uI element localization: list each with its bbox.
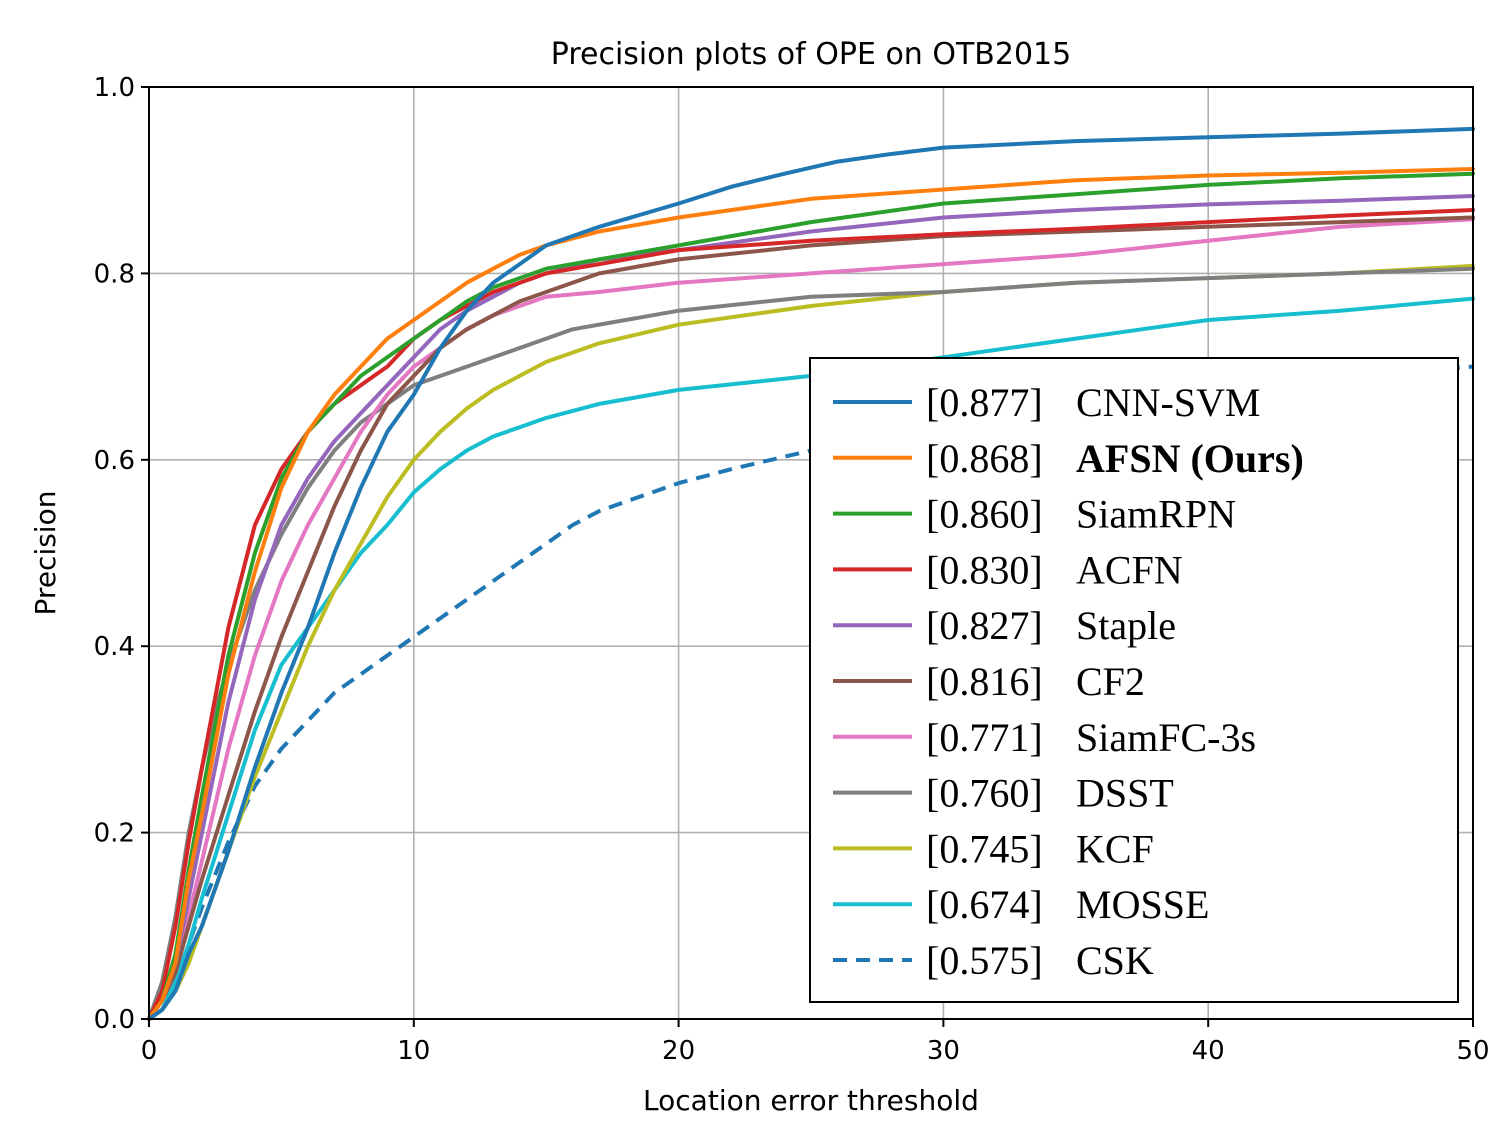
series-line-cnn-svm xyxy=(147,126,1475,1021)
x-tick-label: 30 xyxy=(927,1036,960,1066)
legend-score: [0.760] xyxy=(926,771,1043,816)
y-tick-label: 1.0 xyxy=(94,73,135,103)
legend-item-siamfc-3s: [0.771] SiamFC-3s xyxy=(833,715,1256,760)
legend-item-csk: [0.575] CSK xyxy=(833,938,1154,983)
y-tick-label: 0.2 xyxy=(94,819,135,849)
legend-label: Staple xyxy=(1076,603,1176,648)
y-tick-label: 0.8 xyxy=(94,259,135,289)
y-axis-label: Precision xyxy=(29,491,62,616)
legend-score: [0.745] xyxy=(926,826,1043,871)
x-tick-label: 20 xyxy=(662,1036,695,1066)
plot-frame xyxy=(148,86,1474,1020)
legend-score: [0.771] xyxy=(926,715,1043,760)
legend-item-cnn-svm: [0.877] CNN-SVM xyxy=(833,380,1260,425)
legend-label: SiamFC-3s xyxy=(1076,715,1256,760)
x-axis-label: Location error threshold xyxy=(643,1084,979,1117)
legend-score: [0.827] xyxy=(926,603,1043,648)
legend-label: DSST xyxy=(1076,771,1174,816)
legend-label: SiamRPN xyxy=(1076,492,1236,537)
x-tick-label: 0 xyxy=(141,1036,158,1066)
legend-label: KCF xyxy=(1076,826,1154,871)
legend-item-cf2: [0.816] CF2 xyxy=(833,659,1145,704)
legend: [0.877] CNN-SVM [0.868] AFSN (Ours) [0.860] S… xyxy=(809,357,1459,1003)
legend-item-afsn-ours: [0.868] AFSN (Ours) xyxy=(833,436,1304,481)
legend-box xyxy=(809,357,1459,1003)
legend-item-siamrpn: [0.860] SiamRPN xyxy=(833,492,1236,537)
legend-item-dsst: [0.760] DSST xyxy=(833,771,1174,816)
legend-items: [0.877] CNN-SVM [0.868] AFSN (Ours) [0.860] S… xyxy=(833,380,1304,983)
series-line-siamrpn xyxy=(147,171,1475,1021)
x-tick-label: 50 xyxy=(1456,1036,1489,1066)
y-tick-label: 0.0 xyxy=(94,1005,135,1035)
series-line-afsn-ours xyxy=(147,167,1475,1021)
x-ticks: 0 10 20 30 40 50 xyxy=(141,1019,1490,1066)
legend-label: CSK xyxy=(1076,938,1154,983)
legend-score: [0.868] xyxy=(926,436,1043,481)
series-line-siamfc-3s xyxy=(147,217,1475,1021)
legend-item-staple: [0.827] Staple xyxy=(833,603,1176,648)
series-line-staple xyxy=(147,194,1475,1021)
chart-title: Precision plots of OPE on OTB2015 xyxy=(551,37,1071,72)
legend-score: [0.830] xyxy=(926,547,1043,592)
y-tick-label: 0.6 xyxy=(94,446,135,476)
series-line-cf2 xyxy=(147,215,1475,1021)
legend-label: AFSN (Ours) xyxy=(1076,436,1304,481)
legend-score: [0.674] xyxy=(926,882,1043,927)
legend-label: ACFN xyxy=(1076,547,1183,592)
legend-item-mosse: [0.674] MOSSE xyxy=(833,882,1209,927)
legend-item-acfn: [0.830] ACFN xyxy=(833,547,1183,592)
x-tick-label: 40 xyxy=(1192,1036,1225,1066)
legend-label: MOSSE xyxy=(1076,882,1209,927)
legend-label: CNN-SVM xyxy=(1076,380,1260,425)
x-tick-label: 10 xyxy=(397,1036,430,1066)
y-ticks: 0.0 0.2 0.4 0.6 0.8 1.0 xyxy=(94,73,149,1035)
legend-item-kcf: [0.745] KCF xyxy=(833,826,1154,871)
legend-label: CF2 xyxy=(1076,659,1145,704)
y-tick-label: 0.4 xyxy=(94,632,135,662)
legend-score: [0.816] xyxy=(926,659,1043,704)
legend-score: [0.860] xyxy=(926,492,1043,537)
legend-score: [0.575] xyxy=(926,938,1043,983)
legend-score: [0.877] xyxy=(926,380,1043,425)
